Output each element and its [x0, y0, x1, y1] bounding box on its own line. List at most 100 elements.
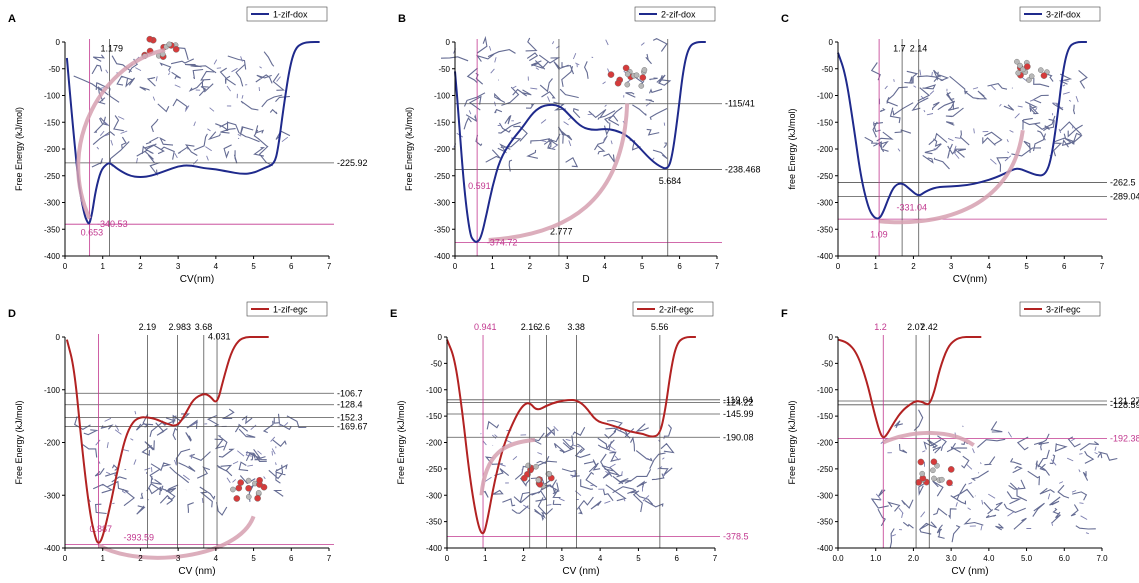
y-axis-label: Free Energy (kJ/mol) [14, 400, 24, 484]
framework-bonds [74, 408, 307, 516]
y-tick-label: 0 [829, 38, 834, 47]
transfer-arrow [879, 130, 1025, 225]
vline-label: 1.7 [893, 44, 906, 54]
y-tick-label: -400 [817, 252, 834, 261]
carbon-atom [1015, 70, 1022, 76]
y-axis-label: Free Energy (kJ/mol) [404, 107, 414, 191]
panel-letter: B [398, 13, 406, 25]
y-tick-label: -350 [44, 225, 61, 234]
y-tick-label: -300 [426, 491, 443, 500]
x-tick-label: 4.0 [983, 554, 995, 563]
y-tick-label: -250 [426, 465, 443, 474]
oxygen-atom [946, 479, 953, 487]
oxygen-atom [947, 466, 955, 473]
x-tick-label: 5.0 [1021, 554, 1033, 563]
y-axis-label: free Energy (kJ/mol) [787, 108, 797, 189]
y-tick-label: -200 [817, 439, 834, 448]
carbon-atom [1038, 67, 1044, 73]
y-tick-label: 0 [446, 38, 451, 47]
carbon-atom [535, 477, 542, 483]
y-tick-label: -150 [44, 118, 61, 127]
y-tick-label: -50 [438, 65, 450, 74]
panel-letter: F [781, 308, 788, 320]
y-tick-label: 0 [56, 38, 61, 47]
y-tick-label: -300 [817, 199, 834, 208]
framework-bonds [440, 35, 672, 172]
vline-label: 0.653 [81, 228, 104, 238]
x-tick-label: 2.0 [908, 554, 920, 563]
legend-label: 2-zif-dox [661, 10, 696, 20]
x-tick-label: 0 [445, 554, 450, 563]
y-tick-label: -150 [426, 412, 443, 421]
y-tick-label: -100 [44, 386, 61, 395]
x-axis-label: CV(nm) [953, 274, 987, 285]
x-axis-label: CV (nm) [951, 566, 988, 577]
carbon-atom [533, 463, 539, 470]
oxygen-atom [622, 64, 630, 72]
legend-label: 1-zif-egc [273, 305, 308, 315]
hline-label: -106.7 [337, 388, 363, 398]
chart-panel-a: A -225.92 0.653 1.179 1-zif-dox -340.53 0 1 2 3 4 5… [8, 6, 368, 285]
chart-panel-e: E -119.04-124.22-145.99 -190.08 -378.5 0.941… [390, 301, 754, 577]
x-tick-label: 6 [289, 554, 294, 563]
y-tick-label: -50 [430, 359, 442, 368]
carbon-atom [230, 486, 236, 493]
carbon-atom [255, 489, 262, 496]
y-tick-label: -100 [44, 92, 61, 101]
series-line [65, 41, 320, 225]
x-tick-label: 5 [251, 262, 256, 271]
vline-label: 0.591 [468, 181, 491, 191]
oxygen-atom [256, 476, 263, 484]
oxygen-atom [917, 458, 925, 466]
x-tick-label: 6 [674, 554, 679, 563]
x-tick-label: 2 [138, 554, 143, 563]
x-tick-label: 2 [911, 262, 916, 271]
x-axis-label: CV (nm) [562, 566, 599, 577]
y-axis-label: Free Energy (kJ/mol) [396, 400, 406, 484]
zif-framework-molecule-graphic [864, 58, 1088, 172]
vline-label: 3.38 [567, 322, 585, 332]
carbon-atom [638, 83, 645, 89]
minimum-annotation: -393.59 [123, 532, 154, 542]
x-tick-label: 1 [490, 262, 495, 271]
x-tick-label: 3 [949, 262, 954, 271]
x-axis-label: CV (nm) [178, 566, 215, 577]
panel-letter: C [781, 13, 789, 25]
x-tick-label: 6 [1062, 262, 1067, 271]
oxygen-atom [1024, 63, 1031, 70]
transfer-arrow [479, 437, 536, 496]
x-tick-label: 0 [836, 262, 841, 271]
oxygen-atom [1040, 72, 1048, 79]
framework-bonds [870, 409, 1118, 549]
vline-label: 2.42 [920, 322, 938, 332]
framework-linkers [96, 56, 289, 167]
x-tick-label: 1 [483, 554, 488, 563]
oxygen-atom [237, 479, 244, 486]
oxygen-atom [233, 495, 241, 502]
legend-label: 2-zif-egc [659, 305, 694, 315]
x-tick-label: 7 [713, 554, 718, 563]
hline-label: -128.4 [337, 400, 363, 410]
chart-panel-c: C -262.5 -289.04 1.09 1.7 2.14 3-zif-dox -331.0… [781, 6, 1139, 285]
vline-label: 0.941 [474, 322, 497, 332]
zif-framework-molecule-graphic [870, 409, 1118, 549]
x-tick-label: 7.0 [1096, 554, 1108, 563]
carbon-atom [1014, 58, 1020, 65]
x-tick-label: 7 [1100, 262, 1105, 271]
x-tick-label: 7 [715, 262, 720, 271]
vline-label: 5.684 [659, 176, 682, 186]
transfer-arrow [882, 430, 975, 447]
framework-bonds [864, 62, 1088, 172]
y-tick-label: -350 [434, 225, 451, 234]
y-tick-label: -300 [44, 491, 61, 500]
vline-label: 2.14 [910, 44, 928, 54]
x-tick-label: 3 [176, 262, 181, 271]
y-tick-label: -100 [817, 92, 834, 101]
x-tick-label: 5 [251, 554, 256, 563]
y-tick-label: -250 [817, 465, 834, 474]
zif-framework-molecule-graphic [74, 408, 307, 516]
x-tick-label: 3.0 [946, 554, 958, 563]
vline-label: 2.19 [139, 322, 157, 332]
series-line [446, 336, 696, 535]
